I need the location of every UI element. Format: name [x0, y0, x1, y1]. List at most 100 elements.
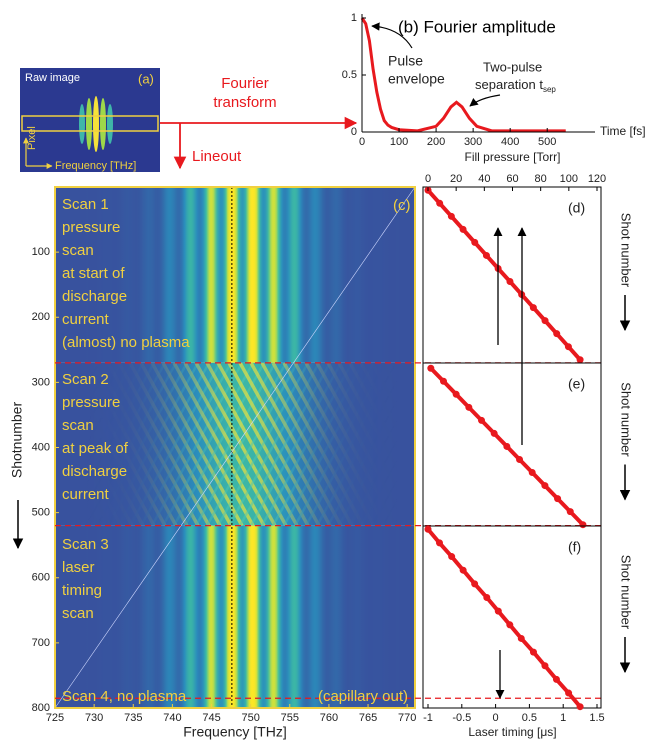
heatmap-region [55, 525, 415, 708]
fringe [18, 362, 112, 527]
fringe [601, 407, 667, 527]
diagonal [54, 186, 416, 709]
data-point [554, 495, 562, 503]
y-tick-label: 400 [32, 441, 50, 453]
lineout-label: Lineout [192, 148, 242, 165]
fringe [359, 362, 453, 527]
x-tick-label: 725 [46, 712, 64, 724]
x-tick-label: 735 [124, 712, 142, 724]
annotation: Two-pulse [483, 59, 542, 74]
data-point [452, 390, 460, 398]
x-tick-label: 750 [241, 712, 259, 724]
data-point [471, 238, 479, 246]
fringe [40, 362, 134, 527]
fourier-label: Fourier [221, 75, 269, 92]
x-tick-label: 100 [560, 173, 578, 185]
fringe [403, 362, 497, 527]
scan-annotation: laser [62, 559, 95, 576]
fringe [0, 362, 46, 446]
data-point [576, 356, 584, 364]
fringe [249, 362, 343, 527]
x-tick-label: 745 [202, 712, 220, 724]
data-point [564, 343, 572, 351]
fringe [590, 387, 667, 527]
fringe [0, 362, 35, 426]
fringe [0, 442, 46, 527]
raw-image-label: Raw image [25, 72, 80, 84]
data-point [541, 482, 549, 490]
data-point [471, 580, 479, 588]
x-axis-label: Time [fs] [600, 124, 646, 138]
panel-label: (f) [568, 539, 581, 555]
scan-annotation: current [62, 311, 110, 328]
fringe [469, 362, 563, 527]
fringe [304, 362, 398, 527]
fringe [150, 362, 244, 527]
scan-annotation: timing [62, 582, 102, 599]
data-point [459, 225, 467, 233]
data-point [436, 199, 444, 207]
y-axis-label: Shot number [619, 555, 634, 630]
annotation: Pulse [388, 53, 423, 69]
scan-annotation: (capillary out) [318, 688, 408, 705]
fringe [0, 362, 90, 525]
fringe [315, 362, 409, 527]
fringe [194, 362, 288, 527]
y-tick-label: 800 [32, 702, 50, 714]
y-tick-label: 1 [351, 12, 357, 24]
scan-annotation: Scan 3 [62, 536, 109, 553]
scan-annotation: pressure [62, 219, 120, 236]
x-tick-label: 0 [359, 136, 365, 148]
annotation: envelope [388, 71, 445, 87]
data-point [490, 429, 498, 437]
fringe [172, 362, 266, 527]
data-point [447, 212, 455, 220]
x-tick-label: 0.5 [522, 712, 537, 724]
y-tick-label: 0 [351, 126, 357, 138]
data-line [360, 17, 566, 133]
data-point [541, 662, 549, 670]
fringe [293, 362, 387, 527]
panel-label: (a) [138, 71, 154, 86]
fringe [117, 362, 211, 527]
x-tick-label: 20 [450, 173, 462, 185]
x-tick-label: -0.5 [452, 712, 471, 724]
fringe [348, 362, 442, 527]
fringe [447, 362, 541, 527]
fringe [51, 362, 145, 527]
x-tick-label: 770 [398, 712, 416, 724]
fringe [381, 362, 475, 527]
fringe [128, 362, 222, 527]
x-axis-label: Frequency [THz] [183, 724, 286, 740]
scan-annotation: at peak of [62, 440, 129, 457]
fringe [480, 362, 574, 527]
scan-annotation: (almost) no plasma [62, 334, 190, 351]
scan-annotation: discharge [62, 463, 127, 480]
fringe [62, 362, 156, 527]
scan-annotation: current [62, 486, 110, 503]
y-axis-label: Shot number [619, 213, 634, 288]
fringe [326, 362, 420, 527]
data-point [566, 508, 574, 516]
fringe [568, 362, 662, 527]
frame [422, 525, 602, 709]
crossed-fringes [0, 361, 667, 527]
data-point [448, 553, 456, 561]
fringe [238, 362, 332, 527]
data-point [517, 634, 525, 642]
x-tick-label: 730 [85, 712, 103, 724]
data-point [553, 330, 561, 338]
data-point [503, 442, 511, 450]
data-point [494, 607, 502, 615]
data-point [506, 278, 514, 286]
data-point [528, 469, 536, 477]
data-point [506, 621, 514, 629]
annotation-text: separation t [475, 77, 543, 92]
data-point [427, 364, 435, 372]
fringe [95, 362, 189, 527]
fringe [436, 362, 530, 527]
annotation-arrow [371, 22, 413, 49]
panel-label: (d) [568, 200, 585, 216]
fringe [546, 362, 640, 527]
